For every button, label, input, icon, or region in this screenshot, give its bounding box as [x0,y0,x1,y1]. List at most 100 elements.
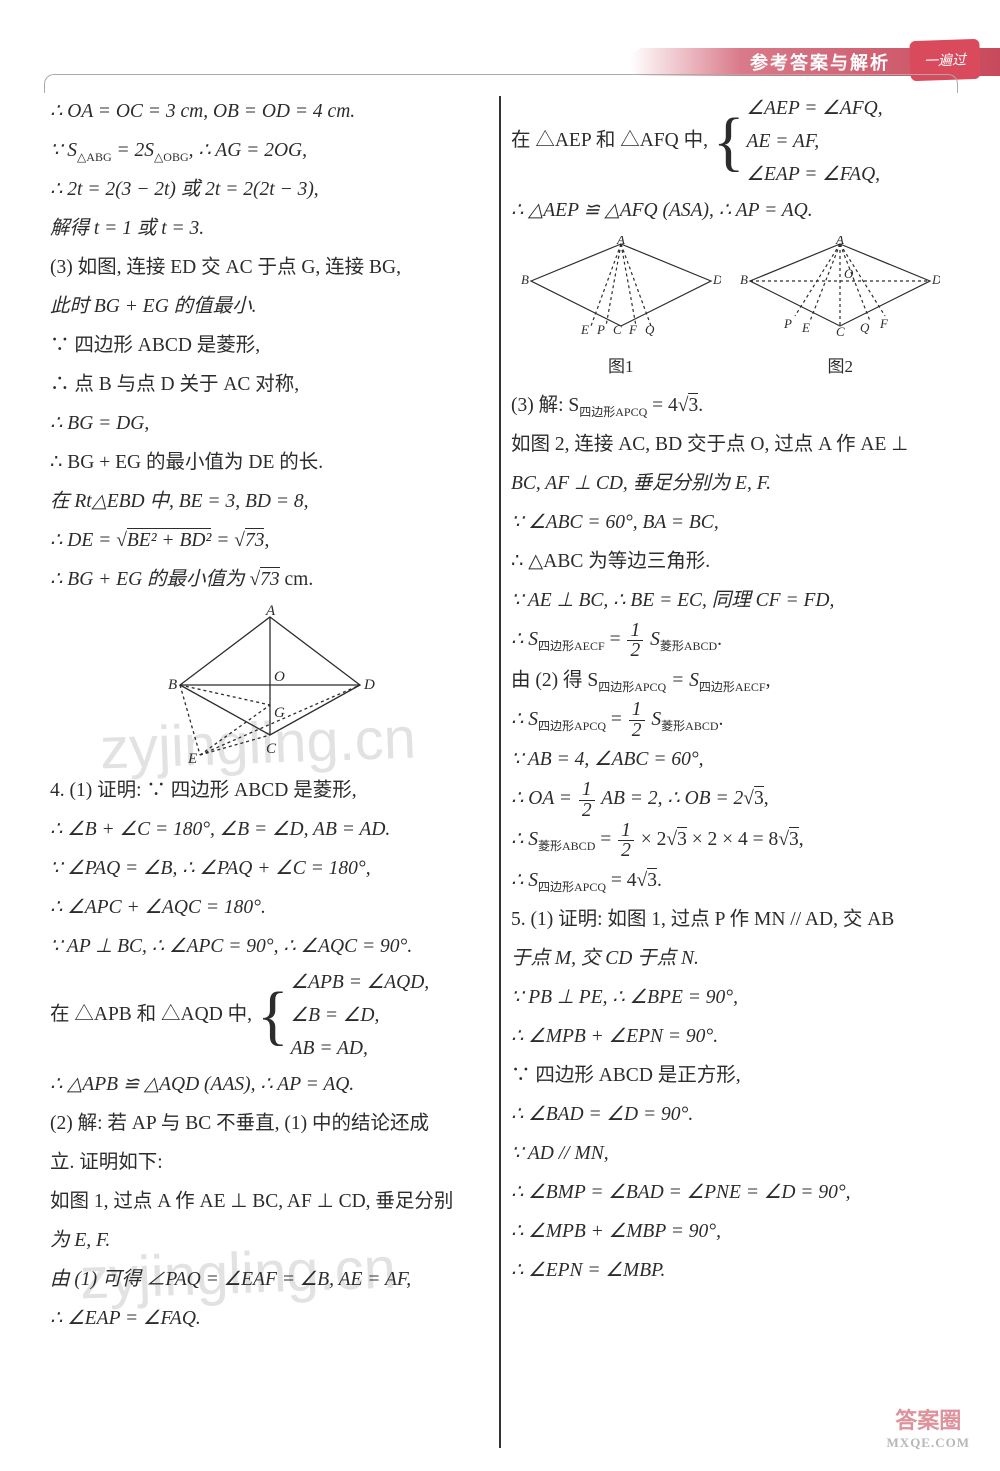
svg-text:A: A [616,236,625,247]
sqrt: 3 [754,786,764,809]
svg-text:F: F [879,316,889,331]
text-line: ∴ ∠B + ∠C = 180°, ∠B = ∠D, AB = AD. [50,810,489,849]
svg-text:C: C [836,324,845,336]
text-line: 由 (1) 可得 ∠PAQ = ∠EAF = ∠B, AE = AF, [50,1260,489,1299]
subscript: △OBG [154,150,189,164]
radical-icon [234,530,245,551]
text-line: 如图 2, 连接 AC, BD 交于点 O, 过点 A 作 AE ⊥ [511,425,950,464]
text-line: ∴ S四边形AECF = 12 S菱形ABCD. [511,620,950,661]
diagram-fig1: A B D E P C F Q [521,236,721,336]
svg-text:F: F [628,322,638,336]
text: S [647,709,662,730]
text: = [595,829,616,850]
text-line: ∵ 四边形 ABCD 是正方形, [511,1056,950,1095]
text-line: 在 △AEP 和 △AFQ 中, { ∠AEP = ∠AFQ, AE = AF,… [511,92,950,191]
svg-text:B: B [168,677,177,693]
brace-item: AB = AD, [291,1032,430,1065]
text: . [657,870,662,891]
text: , ∴ AG = 2OG, [189,140,307,161]
svg-text:O: O [274,669,285,685]
text-line: ∵ 四边形 ABCD 是菱形, [50,326,489,365]
text-line: ∴ 2t = 2(3 − 2t) 或 2t = 2(2t − 3), [50,170,489,209]
text-line: 此时 BG + EG 的值最小. [50,287,489,326]
text: = 4 [606,870,637,891]
text: cm. [280,569,314,590]
subscript: 菱形ABCD [661,719,718,733]
svg-text:Q: Q [645,322,655,336]
radical-icon [666,829,677,850]
text-line: ∴ ∠EAP = ∠FAQ. [50,1299,489,1338]
text-line: ∴ OA = OC = 3 cm, OB = OD = 4 cm. [50,92,489,131]
brace-group: { ∠AEP = ∠AFQ, AE = AF, ∠EAP = ∠FAQ, [713,92,883,191]
text-line: (2) 解: 若 AP 与 BC 不垂直, (1) 中的结论还成 [50,1104,489,1143]
page-border [44,74,958,93]
text: 在 △AEP 和 △AFQ 中, [511,130,708,151]
text-line: 立. 证明如下: [50,1143,489,1182]
svg-text:C: C [266,741,277,757]
svg-text:A: A [835,236,844,247]
text-line: 4. (1) 证明: ∵ 四边形 ABCD 是菱形, [50,771,489,810]
text-line: ∴ S四边形APCQ = 43. [511,861,950,900]
radical-icon [678,395,689,416]
text: ∵ S [50,140,77,161]
text-line: ∴ △ABC 为等边三角形. [511,542,950,581]
text-line: ∵ S△ABG = 2S△OBG, ∴ AG = 2OG, [50,131,489,170]
text: ∴ S [511,709,538,730]
text-line: ∴ BG + EG 的最小值为 73 cm. [50,560,489,599]
text-line: ∵ AP ⊥ BC, ∴ ∠APC = 90°, ∴ ∠AQC = 90°. [50,927,489,966]
text-line: BC, AF ⊥ CD, 垂足分别为 E, F. [511,464,950,503]
diagram-fig2: A B D O P E C Q F [740,236,940,336]
text-line: 在 △APB 和 △AQD 中, { ∠APB = ∠AQD, ∠B = ∠D,… [50,966,489,1065]
text-line: (3) 如图, 连接 ED 交 AC 于点 G, 连接 BG, [50,248,489,287]
subscript: 四边形APCQ [538,719,606,733]
svg-text:D: D [931,272,940,287]
text-line: ∵ AD // MN, [511,1134,950,1173]
text: ∴ BG + EG 的最小值为 [50,569,249,590]
right-column: 在 △AEP 和 △AFQ 中, { ∠AEP = ∠AFQ, AE = AF,… [501,92,950,1452]
sqrt: 73 [245,528,265,551]
svg-text:D: D [363,677,375,693]
text-line: ∴ BG + EG 的最小值为 DE 的长. [50,443,489,482]
text: 在 △APB 和 △AQD 中, [50,1004,252,1025]
sqrt: 3 [677,827,687,850]
text: . [719,709,724,730]
text: = [606,709,627,730]
brace-icon: { [713,112,745,171]
svg-text:P: P [783,316,792,331]
text: . [698,395,703,416]
text: = 4 [647,395,678,416]
text: . [717,629,722,650]
brace-item: ∠B = ∠D, [291,999,430,1032]
text-line: 如图 1, 过点 A 作 AE ⊥ BC, AF ⊥ CD, 垂足分别 [50,1182,489,1221]
text-line: ∵ AE ⊥ BC, ∴ BE = EC, 同理 CF = FD, [511,581,950,620]
text-line: ∴ ∠MPB + ∠EPN = 90°. [511,1017,950,1056]
text-line: ∴ DE = BE² + BD² = 73, [50,521,489,560]
brace-item: AE = AF, [747,125,883,158]
svg-text:B: B [740,272,748,287]
text: , [766,670,771,691]
text: = 2S [112,140,154,161]
text-line: ∴ 点 B 与点 D 关于 AC 对称, [50,365,489,404]
sqrt: BE² + BD² [127,528,211,551]
subscript: 四边形AECF [538,639,605,653]
sqrt: 3 [647,868,657,891]
sqrt: 73 [260,567,280,590]
svg-text:Q: Q [860,320,870,335]
left-column: ∴ OA = OC = 3 cm, OB = OD = 4 cm. ∵ S△AB… [50,92,499,1452]
text: (3) 解: S [511,395,579,416]
diagram-rhombus: A B C D E O G [160,605,380,765]
text: , [799,829,804,850]
diagram-pair: A B D E P C F Q 图1 [511,236,950,384]
logo-text: 答案圈 [895,1408,961,1433]
text-line: ∵ ∠PAQ = ∠B, ∴ ∠PAQ + ∠C = 180°, [50,849,489,888]
sqrt: 3 [789,827,799,850]
subscript: 四边形APCQ [598,680,666,694]
brace-icon: { [257,986,289,1045]
text: AB = 2, ∴ OB = 2 [597,788,744,809]
subscript: 菱形ABCD [660,639,717,653]
text-line: ∴ △AEP ≌ △AFQ (ASA), ∴ AP = AQ. [511,191,950,230]
text: ∴ S [511,629,538,650]
svg-text:E: E [187,751,197,765]
radical-icon [778,829,789,850]
svg-text:O: O [844,266,854,281]
